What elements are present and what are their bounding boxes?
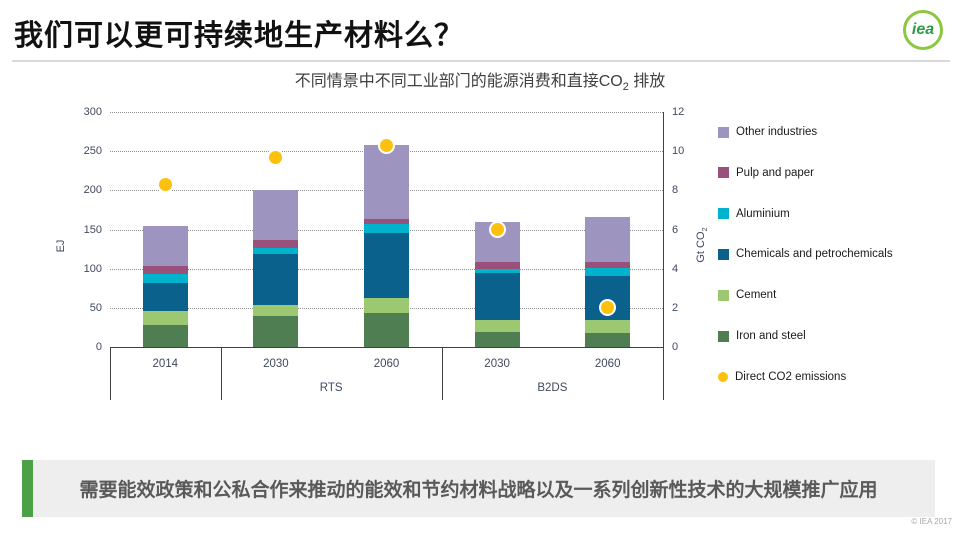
title-divider (12, 60, 950, 62)
left-axis-title: EJ (55, 239, 67, 253)
scenario-label: RTS (319, 382, 343, 394)
category-year-label: 2060 (373, 358, 400, 370)
left-axis-tick: 200 (83, 184, 102, 197)
legend-item: Aluminium (718, 208, 790, 220)
legend-swatch-icon (718, 248, 729, 260)
direct-co2-dot (488, 221, 506, 238)
category-year-label: 2030 (484, 358, 510, 370)
right-axis-title: Gt CO2 (695, 227, 710, 263)
bar-segment-iron-and-steel (474, 332, 520, 347)
right-axis-tick: 12 (672, 106, 685, 118)
direct-co2-dot (156, 175, 174, 193)
direct-co2-dot (378, 136, 395, 154)
takeaway-text: 需要能效政策和公私合作来推动的能效和节约材料战略以及一系列创新性技术的大规模推广… (79, 480, 878, 501)
bar-segment-cement (253, 305, 299, 316)
bar-segment-cement (142, 310, 188, 326)
category-divider (110, 347, 111, 400)
iea-logo-icon: iea (903, 10, 943, 50)
bar-segment-cement (585, 320, 631, 333)
bar-segment-cement (474, 320, 520, 333)
bar-segment-aluminium (474, 268, 520, 274)
bar-segment-other-industries (142, 226, 188, 266)
left-axis-tick: 0 (95, 341, 102, 353)
legend-label: Pulp and paper (736, 166, 815, 179)
right-axis-tick: 8 (672, 184, 679, 197)
bar-segment-chemicals-and-petrochemicals (142, 282, 188, 311)
legend-swatch-icon (718, 126, 729, 138)
bar-segment-chemicals-and-petrochemicals (364, 233, 409, 298)
category-divider (220, 347, 222, 400)
legend-item: Direct CO2 emissions (718, 371, 846, 383)
legend-item: Iron and steel (718, 330, 806, 342)
bar-segment-iron-and-steel (585, 332, 631, 347)
bar-segment-iron-and-steel (364, 312, 409, 347)
legend-item: Chemicals and petrochemicals (718, 248, 893, 260)
bar-segment-pulp-and-paper (142, 265, 188, 275)
bar-segment-pulp-and-paper (474, 261, 520, 269)
right-axis-tick: 4 (672, 262, 679, 275)
bar-segment-pulp-and-paper (253, 240, 299, 248)
legend-label: Cement (736, 289, 777, 302)
legend-item: Cement (718, 289, 776, 301)
legend-swatch-icon (718, 289, 729, 301)
category-year-label: 2060 (594, 358, 621, 370)
legend-label: Other industries (736, 126, 818, 138)
page-title: 我们可以更可持续地生产材料么？ (14, 20, 465, 52)
bar-segment-other-industries (585, 216, 631, 263)
legend-swatch-icon (718, 208, 729, 220)
legend-swatch-icon (718, 167, 729, 179)
category-divider (441, 347, 443, 400)
category-year-label: 2014 (152, 358, 179, 370)
bar-segment-cement (364, 297, 409, 313)
bar-segment-aluminium (364, 224, 409, 234)
legend-label: Aluminium (736, 207, 790, 220)
bar-segment-pulp-and-paper (364, 219, 409, 224)
direct-co2-dot (599, 299, 617, 317)
right-axis-tick: 6 (672, 223, 679, 236)
chart-area: 0 50 100 150 200 250 300 0 2 4 6 8 10 12 2014 2030 2060 R… (0, 95, 710, 405)
bar-segment-pulp-and-paper (585, 262, 631, 268)
left-axis-tick: 250 (83, 145, 102, 158)
bar-segment-other-industries (364, 144, 409, 220)
left-axis-tick: 150 (83, 223, 102, 236)
bar-segment-chemicals-and-petrochemicals (474, 273, 520, 321)
category-year-label: 2030 (263, 358, 289, 370)
left-axis-tick: 100 (83, 262, 102, 275)
bar-segment-other-industries (253, 190, 299, 241)
takeaway-banner: 需要能效政策和公私合作来推动的能效和节约材料战略以及一系列创新性技术的大规模推广… (22, 460, 935, 517)
bar-segment-aluminium (253, 247, 299, 254)
right-axis-line (663, 112, 664, 400)
x-axis-line (110, 347, 663, 348)
iea-logo-text: iea (911, 21, 935, 38)
bar-segment-aluminium (142, 274, 188, 283)
right-axis-tick: 0 (672, 341, 679, 353)
bar-segment-aluminium (585, 267, 631, 276)
left-axis-tick: 50 (89, 301, 102, 314)
copyright: © IEA 2017 (911, 517, 952, 526)
legend-item: Pulp and paper (718, 167, 814, 179)
scenario-label: B2DS (537, 382, 568, 394)
left-axis-tick: 300 (83, 106, 102, 118)
bar-segment-chemicals-and-petrochemicals (253, 253, 299, 306)
legend-label: Direct CO2 emissions (735, 370, 847, 383)
legend-label: Chemicals and petrochemicals (736, 248, 893, 261)
legend-item: Other industries (718, 126, 817, 138)
legend-swatch-icon (718, 330, 729, 342)
legend-label: Iron and steel (736, 330, 806, 342)
bar-segment-iron-and-steel (142, 325, 188, 347)
direct-co2-dot (267, 148, 285, 166)
chart-title: 不同情景中不同工业部门的能源消费和直接CO2 排放 (294, 73, 666, 94)
right-axis-tick: 2 (672, 301, 679, 314)
right-axis-tick: 10 (672, 145, 685, 158)
banner-accent-bar (22, 460, 33, 517)
legend-dot-icon (718, 371, 728, 382)
gridline (110, 112, 663, 113)
bar-segment-iron-and-steel (253, 315, 299, 347)
